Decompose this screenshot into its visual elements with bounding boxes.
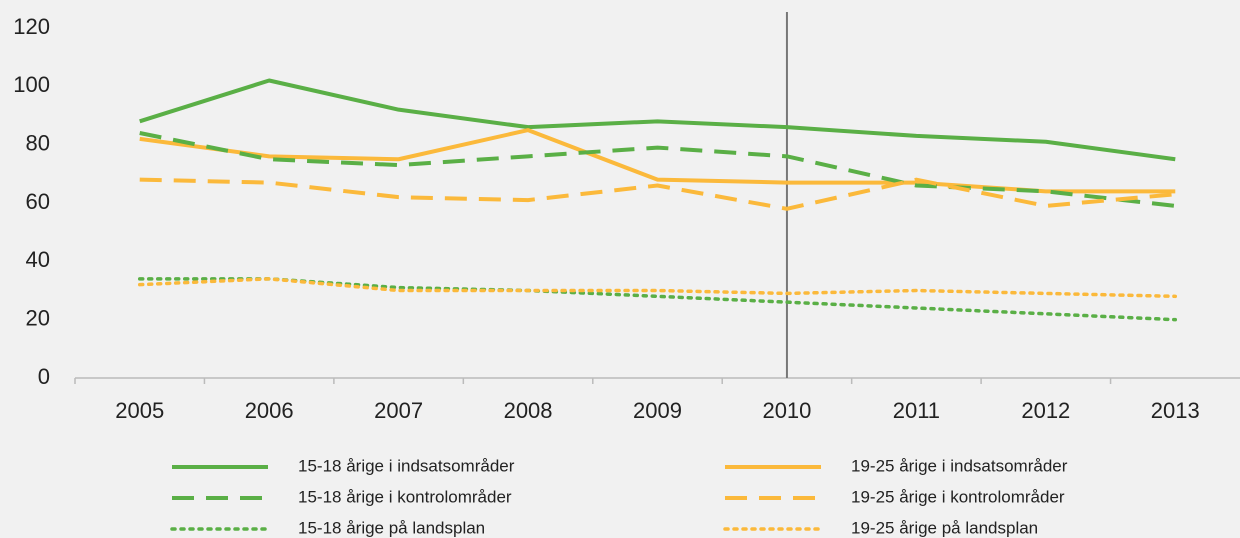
x-tick-label: 2009 — [633, 398, 682, 423]
legend-label: 19-25 årige i indsatsområder — [851, 456, 1068, 475]
y-tick-label: 120 — [13, 14, 50, 39]
x-tick-label: 2007 — [374, 398, 423, 423]
series-line — [137, 277, 1178, 322]
y-tick-label: 80 — [26, 130, 50, 155]
x-tick-label: 2006 — [245, 398, 294, 423]
x-tick-label: 2008 — [504, 398, 553, 423]
legend-label: 19-25 årige i kontrolområder — [851, 487, 1065, 506]
series-line — [139, 177, 1176, 211]
y-tick-label: 100 — [13, 72, 50, 97]
y-tick-label: 20 — [26, 305, 50, 330]
series-line — [139, 78, 1176, 162]
x-tick-label: 2011 — [893, 398, 940, 423]
x-tick-label: 2005 — [115, 398, 164, 423]
legend-label: 15-18 årige i kontrolområder — [298, 487, 512, 506]
y-tick-label: 40 — [26, 247, 50, 272]
y-tick-label: 60 — [26, 189, 50, 214]
x-tick-label: 2012 — [1021, 398, 1070, 423]
legend-label: 15-18 årige på landsplan — [298, 518, 485, 537]
x-tick-label: 2010 — [762, 398, 811, 423]
series-line — [139, 131, 1176, 208]
x-tick-label: 2013 — [1151, 398, 1200, 423]
legend-label: 15-18 årige i indsatsområder — [298, 456, 515, 475]
legend-label: 19-25 årige på landsplan — [851, 518, 1038, 537]
series-line — [137, 277, 1178, 299]
y-tick-label: 0 — [38, 364, 50, 389]
